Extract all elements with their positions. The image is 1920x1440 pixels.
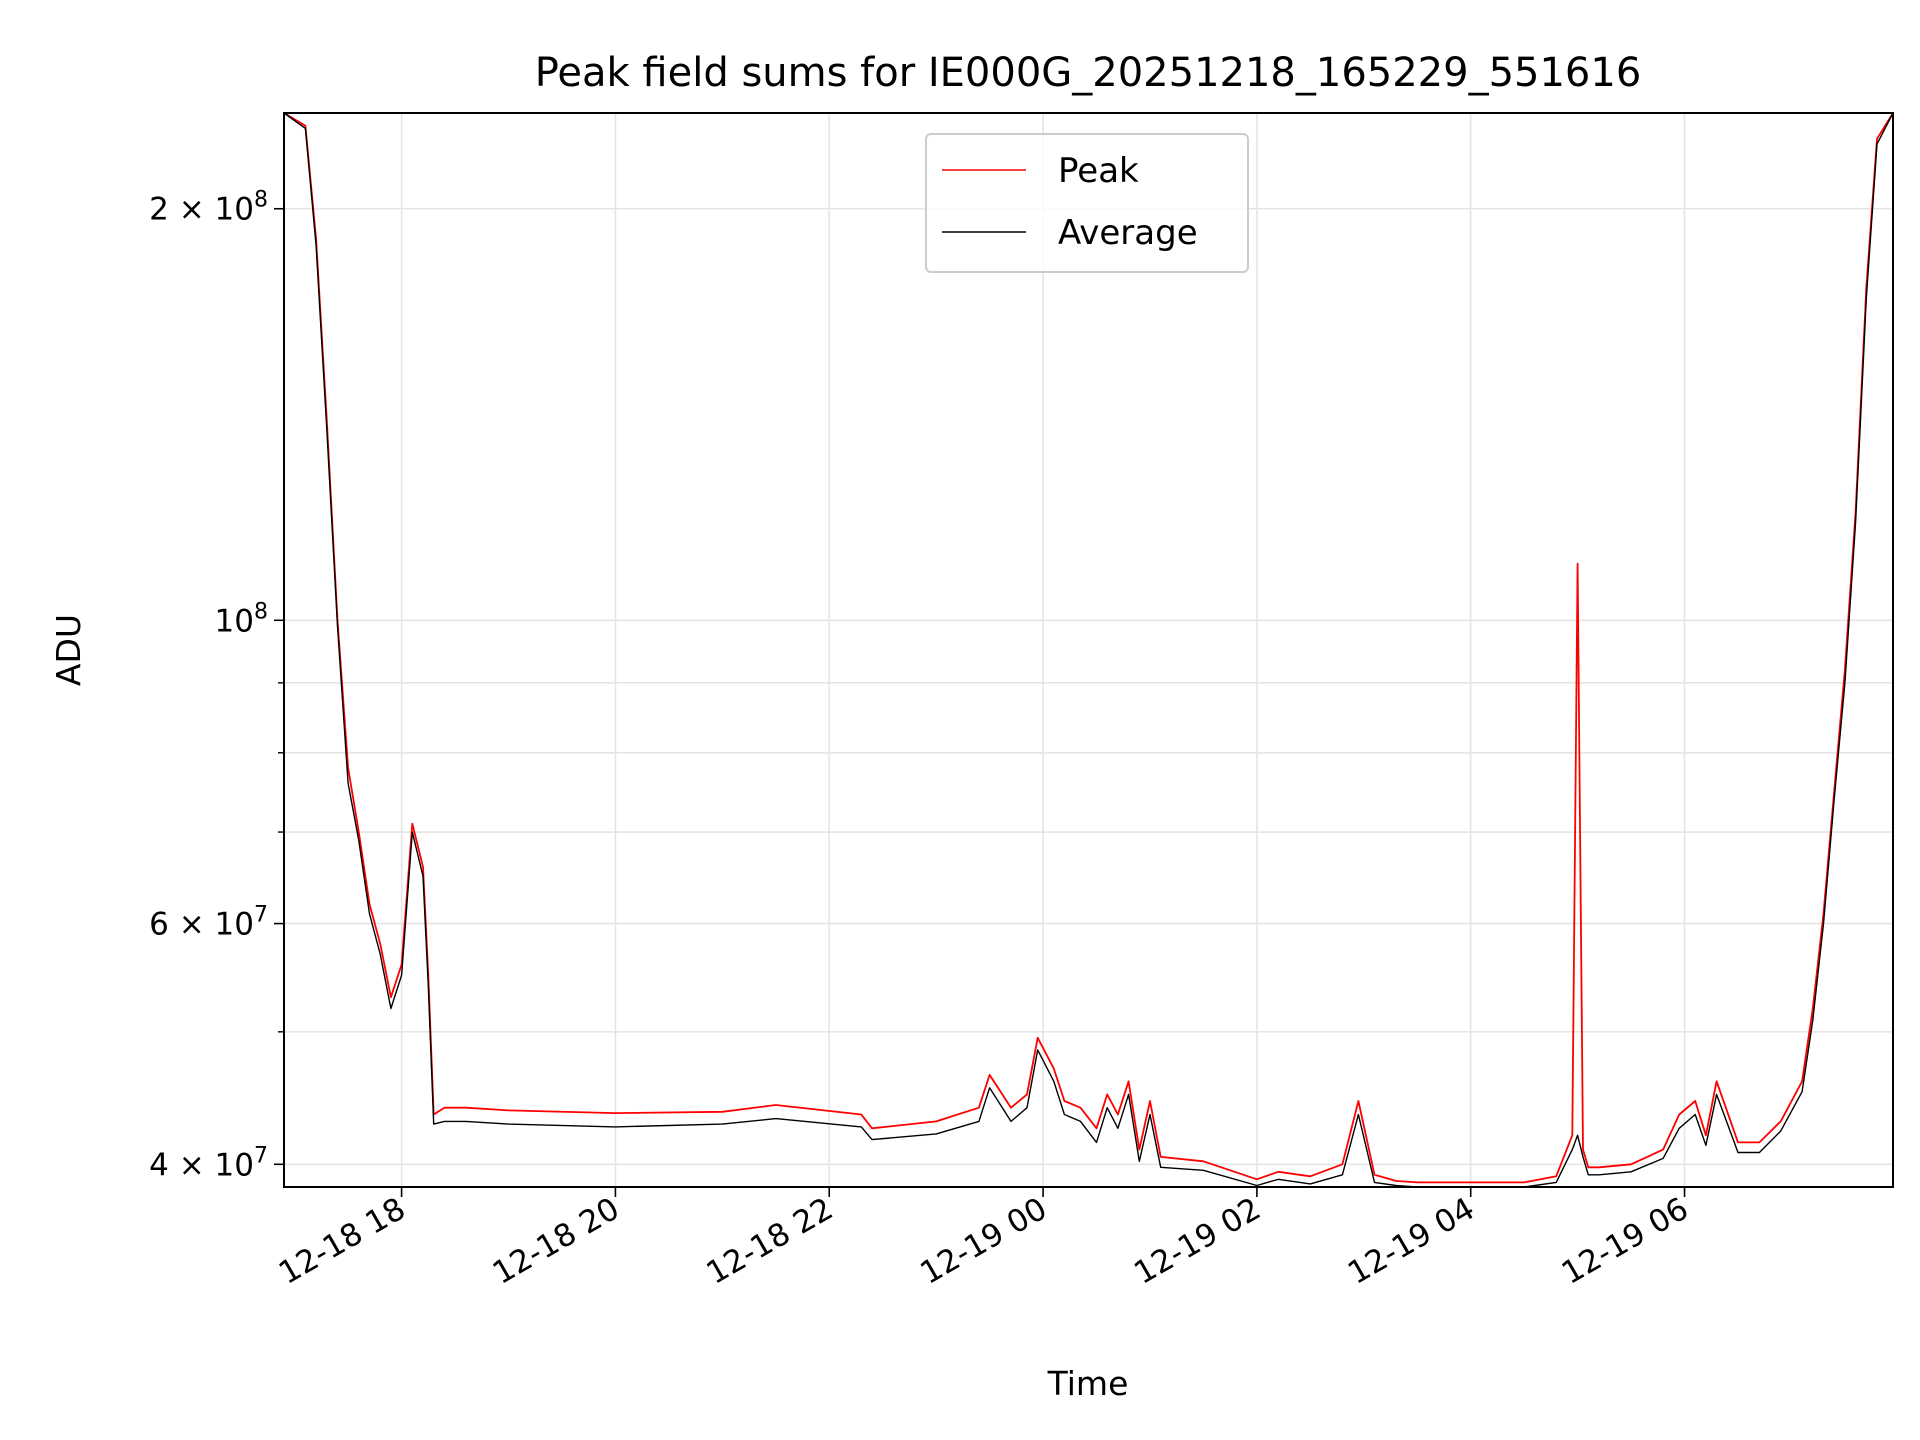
plot-frame — [283, 112, 1894, 1188]
chart-title: Peak field sums for IE000G_20251218_1652… — [535, 50, 1642, 96]
y-tick-label: 108 — [215, 599, 268, 639]
average-series-line — [283, 112, 1894, 1188]
y-tick-label: 2 × 108 — [149, 188, 268, 228]
legend: Peak Average — [925, 133, 1249, 273]
legend-average-label: Average — [1058, 213, 1198, 253]
y-axis-label: ADU — [49, 614, 88, 686]
series-layer — [283, 112, 1894, 1188]
x-axis-label: Time — [1047, 1364, 1129, 1403]
y-tick-label: 6 × 107 — [149, 903, 268, 943]
y-tick-label: 4 × 107 — [149, 1143, 268, 1183]
legend-peak-label: Peak — [1058, 151, 1139, 191]
legend-box — [925, 133, 1249, 273]
